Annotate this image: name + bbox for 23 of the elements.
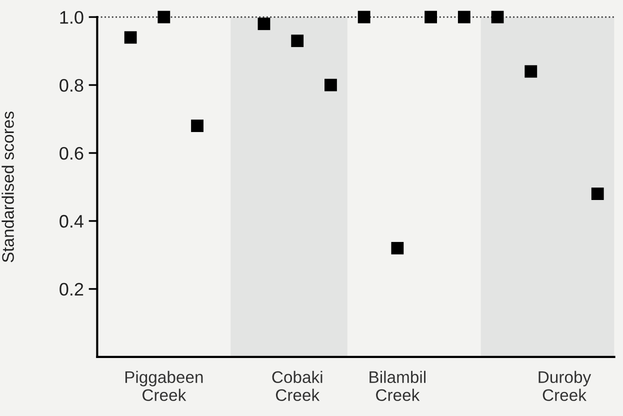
point xyxy=(358,10,370,24)
x-tick-label: Piggabeen Creek xyxy=(125,370,203,402)
y-tick-label: 0.6 xyxy=(60,146,84,160)
y-axis-title: Standardised scores xyxy=(2,112,14,262)
y-tick-label: 0.4 xyxy=(60,214,84,228)
y-tick-label: 0.8 xyxy=(60,78,84,92)
point xyxy=(158,10,170,24)
x-tick-label: Cobaki Creek xyxy=(272,370,322,402)
x-tick-label: Bilambil Creek xyxy=(370,370,426,402)
x-tick-label: Duroby Creek xyxy=(538,370,592,402)
point xyxy=(258,18,270,30)
point xyxy=(424,10,438,24)
point xyxy=(291,34,304,48)
point xyxy=(324,78,337,92)
point xyxy=(391,242,404,254)
y-tick-label: 1.0 xyxy=(60,10,84,24)
point xyxy=(191,120,204,132)
y-tick-label: 0.2 xyxy=(60,282,84,296)
point xyxy=(524,65,538,78)
point xyxy=(458,10,470,24)
point xyxy=(491,10,504,24)
point xyxy=(591,188,604,200)
point xyxy=(124,31,137,44)
